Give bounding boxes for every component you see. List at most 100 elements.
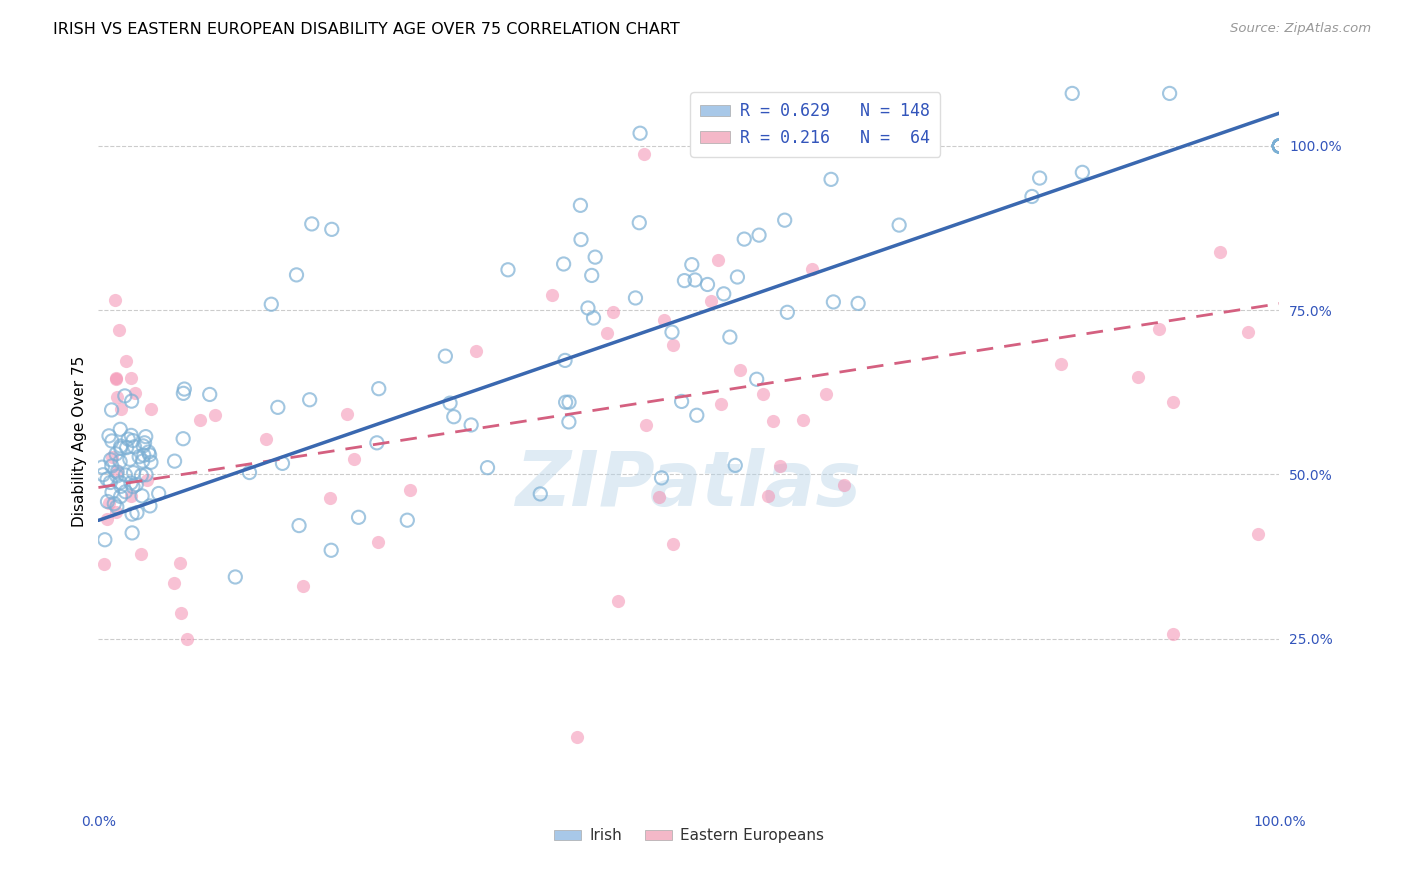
Point <box>103 497 125 511</box>
Point <box>1268 139 1291 153</box>
Point <box>120 489 142 503</box>
Point <box>718 330 741 344</box>
Point <box>569 233 592 247</box>
Point <box>558 395 581 409</box>
Point <box>110 439 132 453</box>
Point <box>792 413 814 427</box>
Legend: Irish, Eastern Europeans: Irish, Eastern Europeans <box>548 822 830 849</box>
Point <box>105 372 128 386</box>
Point <box>139 455 162 469</box>
Point <box>1268 139 1291 153</box>
Point <box>569 198 592 212</box>
Point <box>443 409 465 424</box>
Text: ZIPatlas: ZIPatlas <box>516 448 862 522</box>
Point <box>681 258 703 272</box>
Point <box>725 270 748 285</box>
Point <box>762 414 785 428</box>
Point <box>148 486 170 500</box>
Point <box>125 506 148 520</box>
Text: IRISH VS EASTERN EUROPEAN DISABILITY AGE OVER 75 CORRELATION CHART: IRISH VS EASTERN EUROPEAN DISABILITY AGE… <box>53 22 681 37</box>
Point <box>108 454 131 468</box>
Point <box>97 495 120 509</box>
Point <box>238 466 260 480</box>
Point <box>105 390 128 404</box>
Point <box>846 296 869 310</box>
Point <box>648 490 671 504</box>
Point <box>747 141 769 155</box>
Point <box>260 297 283 311</box>
Text: Source: ZipAtlas.com: Source: ZipAtlas.com <box>1230 22 1371 36</box>
Point <box>105 447 128 461</box>
Point <box>396 513 419 527</box>
Point <box>606 594 628 608</box>
Point <box>814 387 837 401</box>
Point <box>204 409 226 423</box>
Point <box>134 435 156 450</box>
Point <box>96 494 118 508</box>
Point <box>1268 139 1291 153</box>
Point <box>110 401 132 416</box>
Point <box>101 485 124 500</box>
Point <box>105 500 128 514</box>
Point <box>100 452 122 467</box>
Point <box>122 466 145 480</box>
Point <box>101 434 124 448</box>
Point <box>558 415 581 429</box>
Point <box>1050 358 1073 372</box>
Point <box>91 467 114 482</box>
Point <box>756 489 779 503</box>
Point <box>173 382 195 396</box>
Point <box>628 126 651 140</box>
Point <box>176 632 198 647</box>
Point <box>132 439 155 453</box>
Point <box>292 580 315 594</box>
Point <box>565 730 588 744</box>
Point <box>1268 139 1291 153</box>
Point <box>110 475 132 490</box>
Point <box>582 310 605 325</box>
Point <box>114 484 136 499</box>
Point <box>288 518 311 533</box>
Point <box>1268 139 1291 153</box>
Point <box>1062 87 1084 101</box>
Point <box>114 354 136 368</box>
Point <box>366 435 388 450</box>
Point <box>347 510 370 524</box>
Point <box>105 465 128 479</box>
Point <box>108 323 131 337</box>
Point <box>131 454 153 468</box>
Point <box>662 338 685 352</box>
Point <box>748 228 770 243</box>
Point <box>699 294 721 309</box>
Point <box>581 268 603 283</box>
Point <box>553 257 575 271</box>
Point <box>628 216 651 230</box>
Point <box>121 507 143 521</box>
Point <box>773 213 796 227</box>
Point <box>1268 139 1291 153</box>
Point <box>1268 139 1291 153</box>
Point <box>465 343 488 358</box>
Point <box>1268 139 1291 153</box>
Point <box>138 448 160 462</box>
Point <box>120 370 142 384</box>
Point <box>776 305 799 319</box>
Point <box>1128 369 1150 384</box>
Point <box>318 491 340 506</box>
Point <box>91 460 114 475</box>
Point <box>224 570 246 584</box>
Point <box>624 291 647 305</box>
Point <box>121 394 143 409</box>
Point <box>662 537 685 551</box>
Point <box>602 305 624 319</box>
Point <box>1159 87 1181 101</box>
Point <box>110 422 132 436</box>
Point <box>673 274 696 288</box>
Point <box>434 349 457 363</box>
Point <box>188 413 211 427</box>
Point <box>633 146 655 161</box>
Point <box>1268 139 1291 153</box>
Point <box>367 534 389 549</box>
Point <box>1268 139 1291 153</box>
Point <box>1209 245 1232 260</box>
